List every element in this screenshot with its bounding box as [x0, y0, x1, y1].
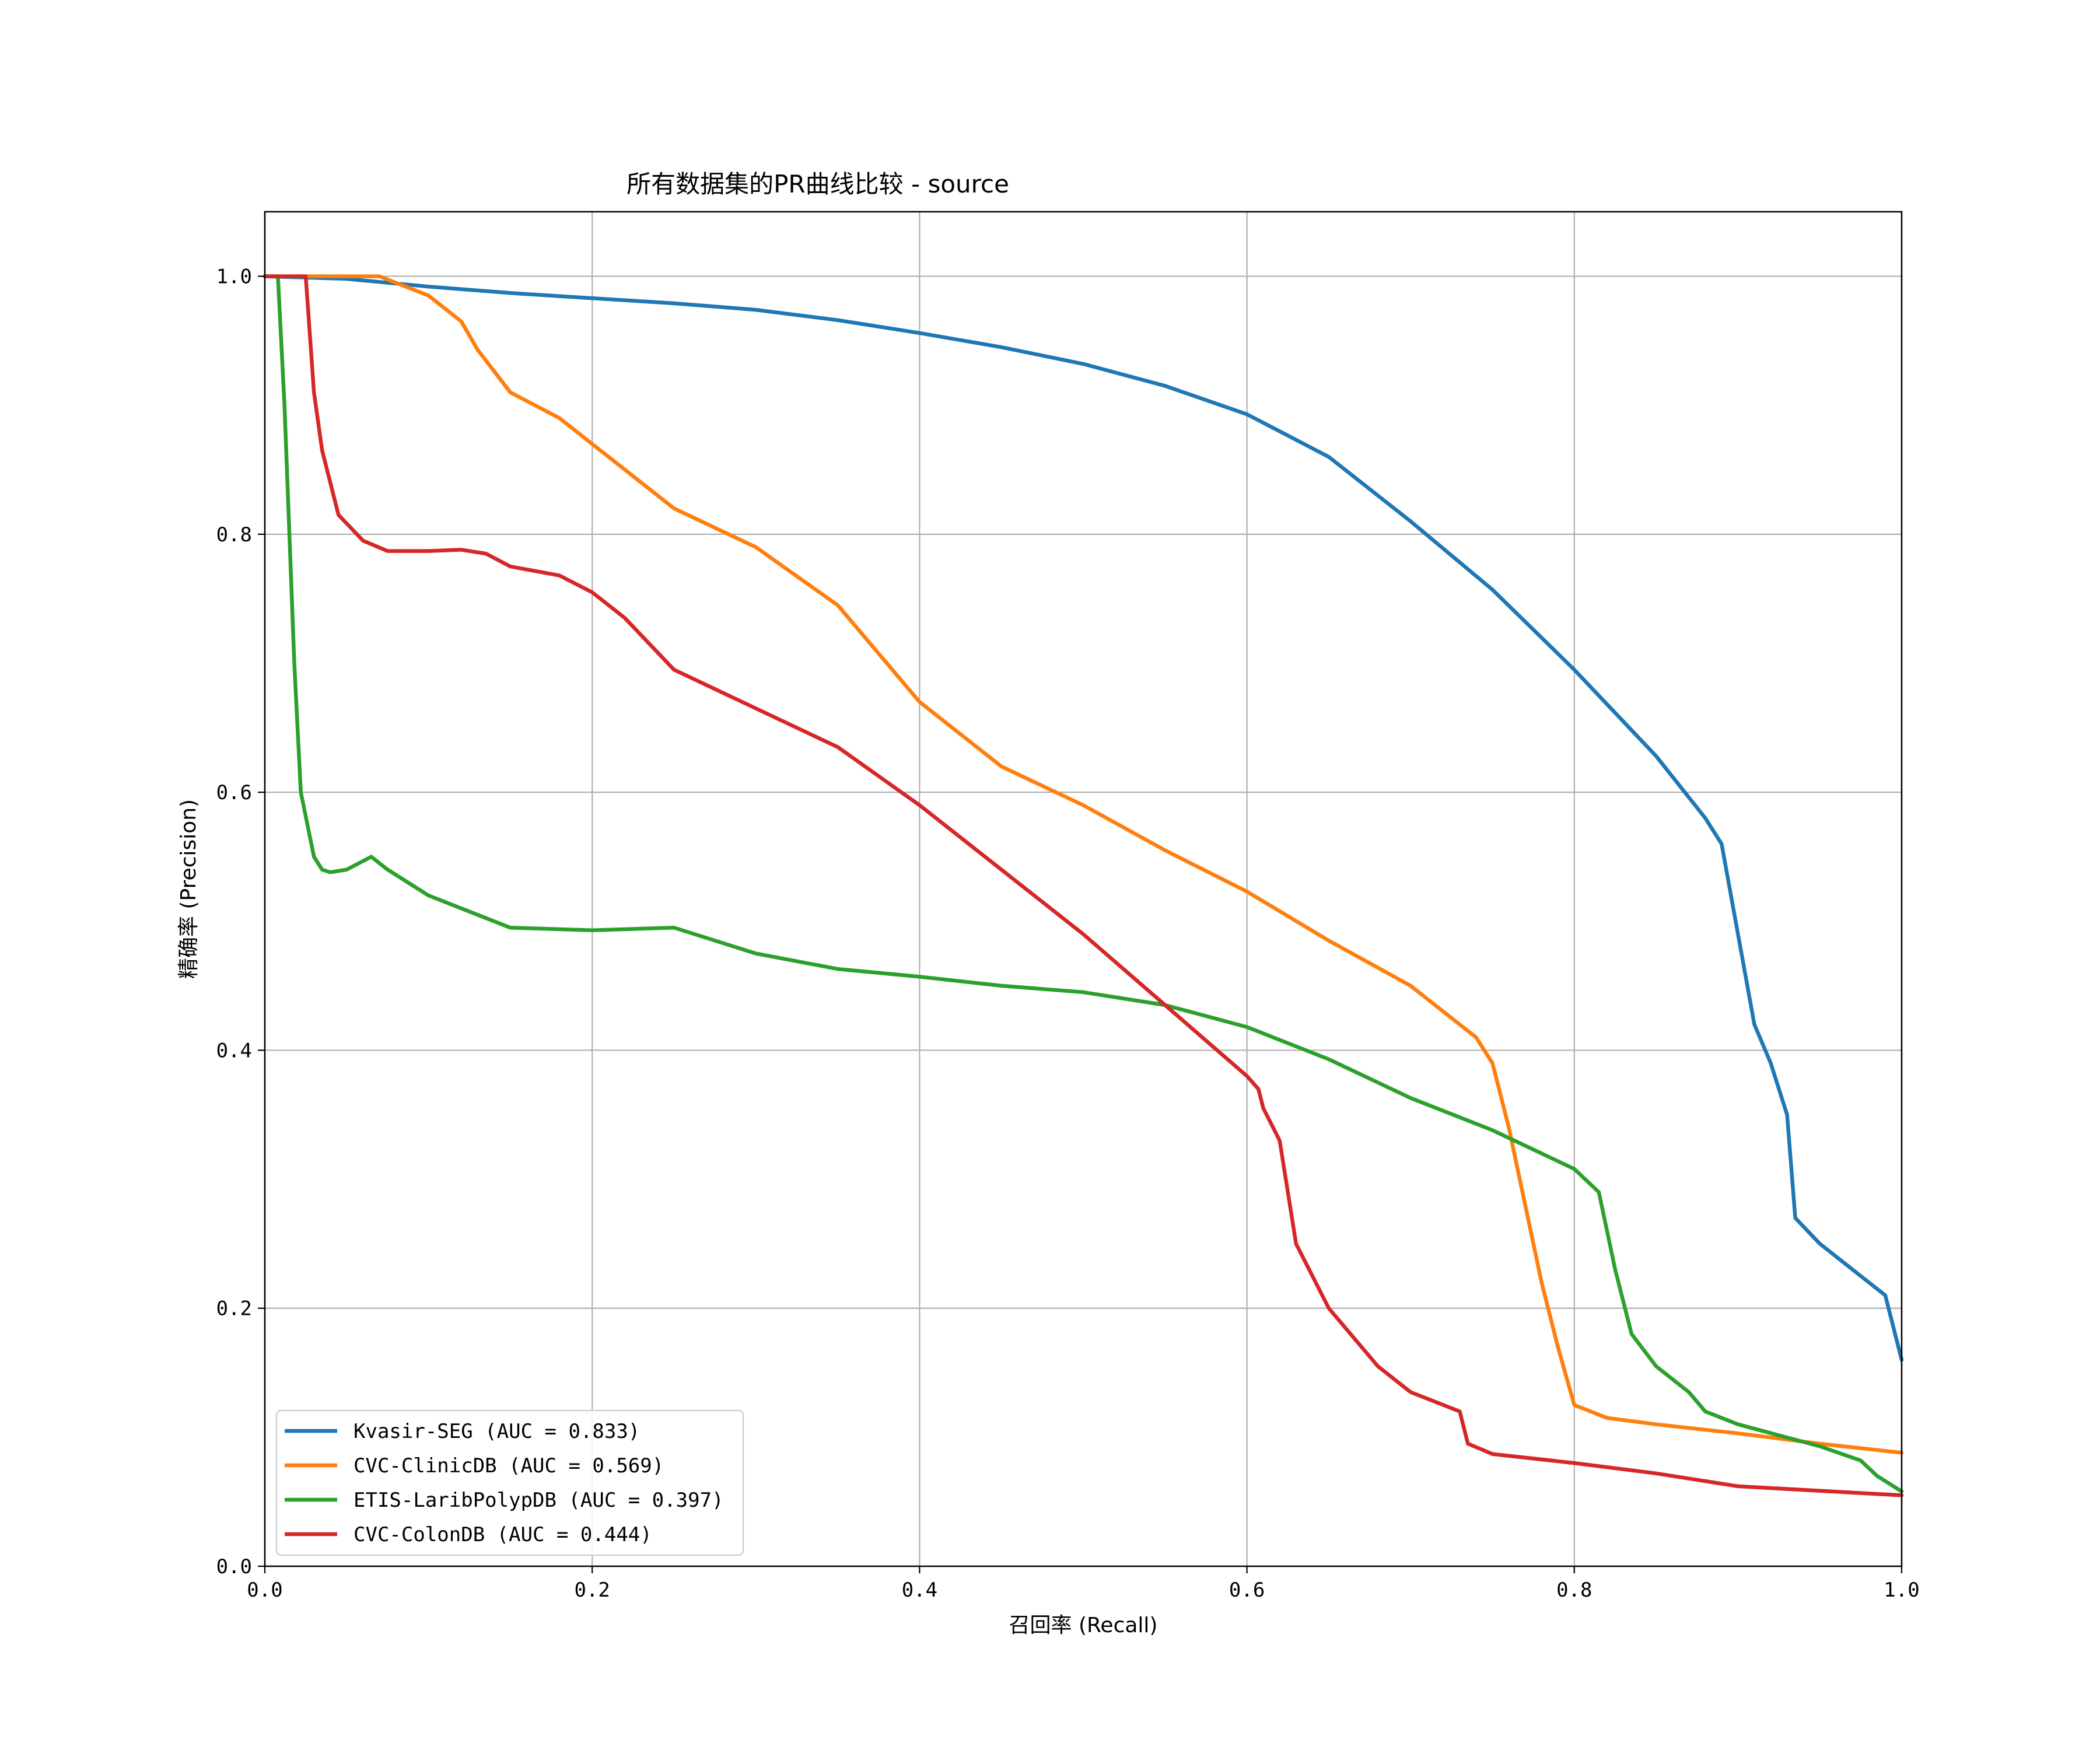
y-tick-label: 0.2 [216, 1297, 252, 1321]
y-tick-label: 1.0 [216, 265, 252, 289]
y-axis-label: 精确率 (Precision) [177, 799, 201, 979]
x-tick-label: 0.0 [247, 1578, 282, 1602]
series-line-1 [262, 274, 1904, 1362]
y-tick-label: 0.0 [216, 1555, 252, 1578]
legend-label: ETIS-LaribPolypDB (AUC = 0.397) [354, 1489, 724, 1512]
grid-lines [264, 212, 1903, 1567]
series-line-4 [262, 274, 1904, 1497]
legend-label: Kvasir-SEG (AUC = 0.833) [354, 1420, 640, 1443]
series-line-2 [262, 274, 1904, 1455]
y-tick-label: 0.8 [216, 523, 252, 547]
x-tick-label: 1.0 [1884, 1578, 1919, 1602]
legend-label: CVC-ClinicDB (AUC = 0.569) [354, 1454, 664, 1478]
x-tick-label: 0.8 [1556, 1578, 1592, 1602]
legend: Kvasir-SEG (AUC = 0.833) CVC-ClinicDB (AU… [275, 1409, 744, 1556]
plot-frame [264, 211, 1903, 1567]
chart-title: 所有数据集的PR曲线比较 - source [626, 170, 1009, 198]
x-tick-label: 0.6 [1229, 1578, 1265, 1602]
x-tick-label: 0.4 [902, 1578, 937, 1602]
series-line-3 [262, 274, 1904, 1493]
legend-box [275, 1409, 744, 1556]
series-lines [262, 274, 1904, 1497]
x-tick-label: 0.2 [574, 1578, 610, 1602]
x-axis-label: 召回率 (Recall) [1009, 1614, 1158, 1637]
legend-label: CVC-ColonDB (AUC = 0.444) [354, 1523, 652, 1546]
y-tick-label: 0.4 [216, 1039, 252, 1062]
axis-ticks: 0.0 0.2 0.4 0.6 0.8 1.0 0.0 0.2 0.4 0.6 0.8 1.0 [216, 265, 1920, 1602]
y-tick-label: 0.6 [216, 781, 252, 804]
